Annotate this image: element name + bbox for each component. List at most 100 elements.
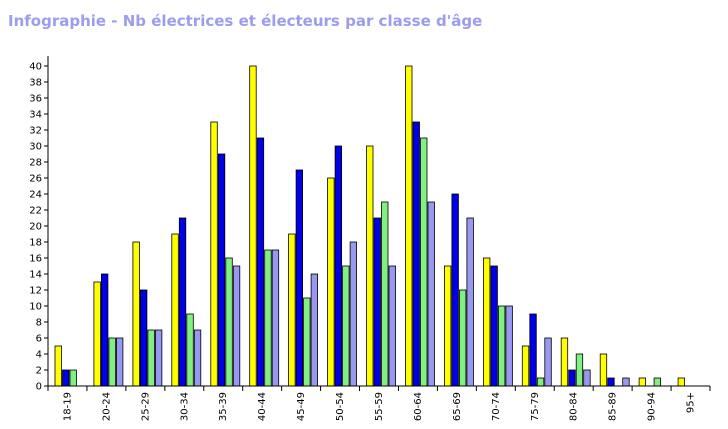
bar-40-44-s3 <box>264 249 272 387</box>
y-tick-label: 0 <box>36 382 42 393</box>
bar-70-74-s4 <box>505 305 513 387</box>
y-tick-label: 28 <box>29 158 42 169</box>
bar-55-59-s1 <box>366 145 374 387</box>
chart-title: Infographie - Nb électrices et électeurs… <box>8 12 483 30</box>
bar-45-49-s3 <box>303 297 311 387</box>
bar-60-64-s2 <box>412 121 420 387</box>
x-tick-label-40-44: 40-44 <box>257 392 268 421</box>
bar-20-24-s3 <box>108 337 116 387</box>
bar-18-19-s1 <box>54 345 62 387</box>
bar-75-79-s1 <box>521 345 530 387</box>
bar-75-79-s2 <box>529 313 537 387</box>
x-tick-label-90-94: 90-94 <box>647 392 658 421</box>
bar-45-49-s2 <box>295 169 304 387</box>
bar-40-44-s2 <box>256 137 265 387</box>
x-tick-label-80-84: 80-84 <box>569 392 580 421</box>
bar-30-34-s3 <box>186 313 194 387</box>
bar-50-54-s4 <box>349 241 358 387</box>
bar-90-94-s3 <box>653 377 661 387</box>
y-tick-label: 34 <box>29 110 42 121</box>
bar-65-69-s4 <box>466 217 474 387</box>
bar-60-64-s1 <box>405 65 413 387</box>
y-tick-label: 36 <box>29 94 42 105</box>
x-tick-label-55-59: 55-59 <box>374 392 385 421</box>
bar-70-74-s3 <box>497 305 506 387</box>
bar-70-74-s1 <box>482 257 491 387</box>
bar-75-79-s3 <box>536 377 545 387</box>
x-tick-label-45-49: 45-49 <box>296 392 307 421</box>
bar-40-44-s1 <box>249 65 257 387</box>
x-tick-label-60-64: 60-64 <box>413 392 424 421</box>
bar-50-54-s1 <box>327 177 335 387</box>
bar-30-34-s1 <box>171 233 179 387</box>
bar-40-44-s4 <box>271 249 280 387</box>
bar-95+-s1 <box>677 377 685 387</box>
x-tick-label-50-54: 50-54 <box>335 392 346 421</box>
x-tick-label-95+: 95+ <box>686 392 697 413</box>
x-tick-label-85-89: 85-89 <box>608 392 619 421</box>
y-tick-label: 40 <box>29 62 42 73</box>
bar-60-64-s4 <box>427 201 435 387</box>
x-tick-label-30-34: 30-34 <box>179 392 190 421</box>
y-tick-label: 38 <box>29 78 42 89</box>
bar-18-19-s3 <box>69 369 77 387</box>
x-tick-label-20-24: 20-24 <box>101 392 112 421</box>
bar-30-34-s4 <box>193 329 202 387</box>
x-tick-label-18-19: 18-19 <box>62 392 73 421</box>
bar-25-29-s4 <box>154 329 163 387</box>
bar-55-59-s4 <box>388 265 396 387</box>
bar-70-74-s2 <box>490 265 498 387</box>
bar-65-69-s1 <box>443 265 452 387</box>
bar-45-49-s1 <box>288 233 296 387</box>
bar-65-69-s3 <box>458 289 467 387</box>
bar-80-84-s2 <box>568 369 576 387</box>
y-tick-label: 16 <box>29 254 42 265</box>
bar-50-54-s2 <box>334 145 343 387</box>
y-tick-label: 6 <box>36 334 42 345</box>
bar-75-79-s4 <box>544 337 552 387</box>
bar-60-64-s3 <box>420 137 428 387</box>
bar-55-59-s2 <box>373 217 381 387</box>
bar-25-29-s3 <box>147 329 155 387</box>
y-tick-label: 4 <box>36 350 42 361</box>
bar-35-39-s2 <box>217 153 226 387</box>
y-tick-label: 24 <box>29 190 42 201</box>
bar-80-84-s1 <box>560 337 569 387</box>
bar-80-84-s3 <box>575 353 584 387</box>
bar-65-69-s2 <box>451 193 459 387</box>
bar-85-89-s1 <box>599 353 608 387</box>
bar-50-54-s3 <box>342 265 350 387</box>
y-tick-label: 14 <box>29 270 42 281</box>
bar-35-39-s3 <box>225 257 233 387</box>
y-tick-label: 2 <box>36 366 42 377</box>
y-tick-label: 12 <box>29 286 42 297</box>
bar-85-89-s2 <box>607 377 615 387</box>
bar-80-84-s4 <box>583 369 591 387</box>
x-axis: 18-19 20-24 25-29 30-34 35-39 40-44 45-49 50-54… <box>47 385 711 421</box>
y-tick-label: 8 <box>36 318 42 329</box>
bar-30-34-s2 <box>178 217 187 387</box>
bar-35-39-s4 <box>232 265 241 387</box>
bar-90-94-s1 <box>638 377 646 387</box>
y-tick-label: 18 <box>29 238 42 249</box>
bar-20-24-s4 <box>116 337 124 387</box>
bar-20-24-s2 <box>101 273 109 387</box>
bar-18-19-s2 <box>62 369 70 387</box>
y-tick-label: 22 <box>29 206 42 217</box>
bar-85-89-s4 <box>622 377 630 387</box>
y-tick-label: 20 <box>29 222 42 233</box>
y-tick-label: 32 <box>29 126 42 137</box>
bar-25-29-s2 <box>139 289 148 387</box>
bars-layer <box>54 65 685 387</box>
bar-20-24-s1 <box>93 281 101 387</box>
y-tick-label: 26 <box>29 174 42 185</box>
x-tick-label-25-29: 25-29 <box>140 392 151 421</box>
x-tick-label-70-74: 70-74 <box>491 392 502 421</box>
x-tick-label-75-79: 75-79 <box>530 392 541 421</box>
bar-45-49-s4 <box>310 273 319 387</box>
y-tick-label: 10 <box>29 302 42 313</box>
bar-35-39-s1 <box>210 121 218 387</box>
y-tick-label: 30 <box>29 142 42 153</box>
